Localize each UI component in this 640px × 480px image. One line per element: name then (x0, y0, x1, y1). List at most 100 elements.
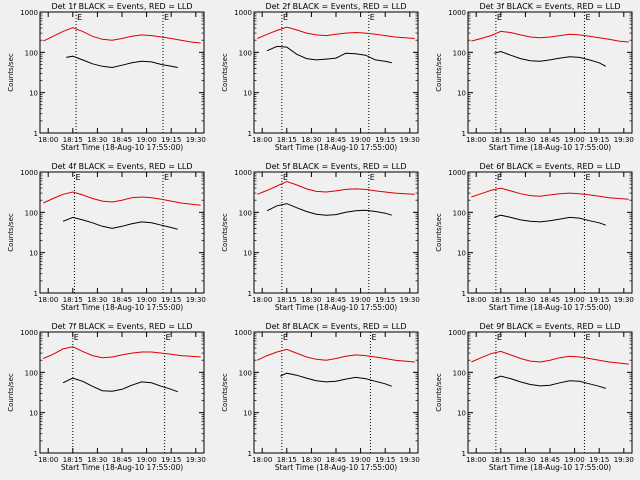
y-tick-label: 1 (462, 450, 466, 458)
event-marker-label: E (164, 173, 169, 182)
x-tick-label: 18:45 (326, 296, 346, 304)
x-tick-label: 18:15 (277, 296, 297, 304)
x-tick-label: 18:45 (540, 136, 560, 144)
y-tick-label: 10 (29, 250, 38, 258)
y-tick-label: 1 (34, 450, 38, 458)
x-tick-label: 19:00 (351, 296, 371, 304)
x-axis-label: Start Time (18-Aug-10 17:55:00) (275, 463, 397, 472)
y-axis-label: Counts/sec (7, 373, 15, 412)
x-tick-label: 19:15 (589, 136, 609, 144)
x-tick-label: 19:30 (186, 296, 206, 304)
x-tick-label: 18:45 (112, 456, 132, 464)
x-tick-label: 19:15 (161, 296, 181, 304)
panel-title: Det 2f BLACK = Events, RED = LLD (265, 2, 406, 11)
x-axis-label: Start Time (18-Aug-10 17:55:00) (489, 143, 611, 152)
y-tick-label: 10 (243, 250, 252, 258)
panel-title: Det 6f BLACK = Events, RED = LLD (479, 162, 620, 171)
x-tick-label: 18:30 (87, 296, 107, 304)
series-line-lld (471, 187, 629, 200)
event-marker-label: E (370, 13, 375, 22)
event-marker-label: E (497, 13, 502, 22)
x-axis-label: Start Time (18-Aug-10 17:55:00) (489, 303, 611, 312)
series-line-events (62, 377, 178, 393)
x-tick-label: 19:30 (614, 456, 634, 464)
series-line-lld (43, 191, 201, 206)
x-tick-label: 19:15 (375, 136, 395, 144)
series-line-lld (471, 30, 629, 43)
detector-panel-middle-middle: Det 5f BLACK = Events, RED = LLD 1 10 100 10… (221, 162, 420, 312)
x-tick-label: 19:00 (137, 296, 157, 304)
event-marker-label: E (283, 333, 288, 342)
x-axis-label: Start Time (18-Aug-10 17:55:00) (61, 463, 183, 472)
x-tick-label: 19:00 (351, 136, 371, 144)
x-tick-label: 18:45 (112, 136, 132, 144)
panel-title: Det 7f BLACK = Events, RED = LLD (51, 322, 192, 331)
y-axis-label: Counts/sec (7, 213, 15, 252)
event-marker-label: E (497, 333, 502, 342)
x-tick-label: 18:15 (63, 296, 83, 304)
series-line-events (62, 216, 178, 230)
x-tick-label: 18:15 (491, 296, 511, 304)
x-tick-label: 18:45 (326, 136, 346, 144)
series-line-events (494, 214, 606, 226)
y-tick-label: 100 (453, 49, 466, 57)
y-tick-label: 10 (457, 250, 466, 258)
series-line-events (266, 203, 392, 216)
y-tick-label: 100 (453, 209, 466, 217)
panel-title: Det 3f BLACK = Events, RED = LLD (479, 2, 620, 11)
series-line-events (494, 375, 606, 389)
x-tick-label: 18:00 (252, 456, 272, 464)
x-tick-label: 19:30 (400, 296, 420, 304)
x-tick-label: 19:00 (137, 456, 157, 464)
x-tick-label: 18:15 (63, 456, 83, 464)
x-tick-label: 19:30 (186, 456, 206, 464)
x-tick-label: 18:00 (38, 456, 58, 464)
event-marker-label: E (585, 333, 590, 342)
y-tick-label: 1 (248, 130, 252, 138)
event-marker-label: E (371, 333, 376, 342)
panel-title: Det 8f BLACK = Events, RED = LLD (265, 322, 406, 331)
x-axis-label: Start Time (18-Aug-10 17:55:00) (489, 463, 611, 472)
y-tick-label: 1000 (20, 169, 38, 177)
x-tick-label: 18:30 (515, 136, 535, 144)
series-line-lld (257, 26, 415, 39)
x-tick-label: 18:30 (301, 456, 321, 464)
series-line-events (279, 372, 392, 387)
event-marker-label: E (77, 13, 82, 22)
detector-panel-bottom-middle: Det 8f BLACK = Events, RED = LLD 1 10 100 10… (221, 322, 420, 472)
series-line-lld (471, 350, 629, 365)
event-marker-label: E (497, 173, 502, 182)
y-tick-label: 1000 (448, 329, 466, 337)
x-axis-label: Start Time (18-Aug-10 17:55:00) (61, 143, 183, 152)
x-tick-label: 18:15 (63, 136, 83, 144)
x-tick-label: 18:45 (112, 296, 132, 304)
y-tick-label: 1000 (20, 329, 38, 337)
y-tick-label: 1 (34, 130, 38, 138)
x-tick-label: 18:30 (301, 296, 321, 304)
x-tick-label: 18:00 (466, 296, 486, 304)
event-marker-label: E (75, 173, 80, 182)
x-tick-label: 19:15 (375, 296, 395, 304)
series-line-events (66, 55, 178, 69)
event-marker-label: E (283, 13, 288, 22)
x-tick-label: 18:00 (252, 296, 272, 304)
series-line-lld (43, 27, 201, 44)
x-tick-label: 18:15 (491, 136, 511, 144)
y-tick-label: 1000 (234, 329, 252, 337)
y-axis-label: Counts/sec (435, 53, 443, 92)
panel-title: Det 9f BLACK = Events, RED = LLD (479, 322, 620, 331)
x-tick-label: 19:15 (589, 456, 609, 464)
event-marker-label: E (585, 13, 590, 22)
event-marker-label: E (283, 173, 288, 182)
x-tick-label: 18:00 (252, 136, 272, 144)
x-tick-label: 18:45 (326, 456, 346, 464)
series-line-events (494, 50, 607, 67)
x-tick-label: 19:00 (351, 456, 371, 464)
detector-panel-bottom-right: Det 9f BLACK = Events, RED = LLD 1 10 100 10… (435, 322, 634, 472)
y-tick-label: 1 (248, 290, 252, 298)
x-tick-label: 19:00 (565, 136, 585, 144)
y-tick-label: 10 (29, 410, 38, 418)
event-marker-label: E (370, 173, 375, 182)
x-axis-label: Start Time (18-Aug-10 17:55:00) (61, 303, 183, 312)
